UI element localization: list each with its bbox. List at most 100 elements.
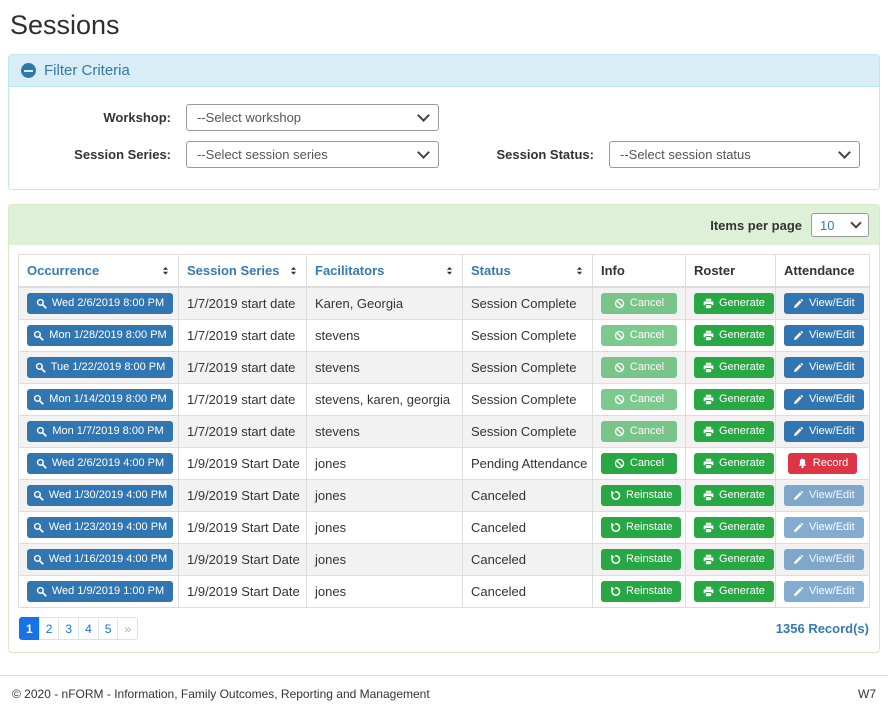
reinstate-button[interactable]: Reinstate xyxy=(601,517,682,538)
table-row: Wed 1/23/2019 4:00 PM 1/9/2019 Start Date… xyxy=(18,511,870,544)
view-edit-button[interactable]: View/Edit xyxy=(784,421,864,442)
generate-button[interactable]: Generate xyxy=(694,453,774,474)
items-per-page-value: 10 xyxy=(820,217,835,233)
table-row: Mon 1/28/2019 8:00 PM 1/7/2019 start date… xyxy=(18,319,870,352)
generate-button[interactable]: Generate xyxy=(694,517,774,538)
chevron-down-icon xyxy=(417,109,430,122)
generate-button[interactable]: Generate xyxy=(694,421,774,442)
session-series-cell: 1/7/2019 start date xyxy=(178,383,307,416)
column-header-session-series[interactable]: Session Series xyxy=(178,254,307,288)
table-row: Mon 1/7/2019 8:00 PM 1/7/2019 start date s… xyxy=(18,415,870,448)
view-edit-button[interactable]: View/Edit xyxy=(784,357,864,378)
undo-icon xyxy=(610,554,621,564)
sessions-table: Occurrence Session Series Facilitators Stat… xyxy=(18,254,870,608)
ban-icon xyxy=(614,298,625,309)
generate-button[interactable]: Generate xyxy=(694,389,774,410)
printer-icon xyxy=(703,458,714,469)
reinstate-button[interactable]: Reinstate xyxy=(601,549,682,570)
session-status-field: Session Status: --Select session status xyxy=(444,141,867,168)
session-series-cell: 1/7/2019 start date xyxy=(178,286,307,320)
footer-env: W7 xyxy=(858,687,876,701)
session-series-select[interactable]: --Select session series xyxy=(186,141,439,168)
generate-button[interactable]: Generate xyxy=(694,357,774,378)
pagination-page-5[interactable]: 5 xyxy=(97,617,119,640)
pagination-next-button[interactable]: » xyxy=(117,617,139,640)
occurrence-button[interactable]: Wed 1/23/2019 4:00 PM xyxy=(27,517,173,538)
search-icon xyxy=(33,554,44,565)
generate-button[interactable]: Generate xyxy=(694,325,774,346)
column-header-info: Info xyxy=(592,254,686,288)
occurrence-button[interactable]: Tue 1/22/2019 8:00 PM xyxy=(27,357,173,378)
pagination-page-2[interactable]: 2 xyxy=(38,617,60,640)
generate-button[interactable]: Generate xyxy=(694,549,774,570)
column-header-occurrence[interactable]: Occurrence xyxy=(18,254,179,288)
ban-icon xyxy=(614,426,625,437)
table-row: Wed 2/6/2019 8:00 PM 1/7/2019 start date K… xyxy=(18,286,870,320)
generate-button[interactable]: Generate xyxy=(694,581,774,602)
sessions-page: Sessions Filter Criteria Workshop: --Sel… xyxy=(8,10,880,653)
sessions-table-panel: Items per page 10 Occurrence Session Seri… xyxy=(8,204,880,653)
footer-copyright: © 2020 - nFORM - Information, Family Out… xyxy=(12,687,430,701)
pencil-icon xyxy=(793,426,804,437)
view-edit-button[interactable]: View/Edit xyxy=(784,325,864,346)
session-status-select[interactable]: --Select session status xyxy=(609,141,860,168)
reinstate-button[interactable]: Reinstate xyxy=(601,581,682,602)
workshop-select[interactable]: --Select workshop xyxy=(186,104,439,131)
occurrence-button[interactable]: Mon 1/14/2019 8:00 PM xyxy=(27,389,173,410)
occurrence-button[interactable]: Wed 1/9/2019 1:00 PM xyxy=(27,581,173,602)
pagination-page-1[interactable]: 1 xyxy=(19,617,40,640)
status-cell: Canceled xyxy=(462,543,593,576)
table-body: Wed 2/6/2019 8:00 PM 1/7/2019 start date K… xyxy=(18,286,870,608)
facilitators-cell: stevens xyxy=(306,415,463,448)
status-cell: Canceled xyxy=(462,575,593,608)
cancel-button[interactable]: Cancel xyxy=(601,453,677,474)
view-edit-button[interactable]: View/Edit xyxy=(784,389,864,410)
generate-button[interactable]: Generate xyxy=(694,293,774,314)
table-panel-header: Items per page 10 xyxy=(9,205,879,245)
sort-icon xyxy=(290,266,297,275)
session-series-cell: 1/9/2019 Start Date xyxy=(178,543,307,576)
occurrence-button[interactable]: Wed 1/16/2019 4:00 PM xyxy=(27,549,173,570)
pagination: 1 2 3 4 5» xyxy=(19,617,139,640)
search-icon xyxy=(36,298,47,309)
occurrence-button[interactable]: Wed 2/6/2019 8:00 PM xyxy=(27,293,173,314)
view-edit-button[interactable]: View/Edit xyxy=(784,293,864,314)
collapse-minus-icon[interactable] xyxy=(21,63,36,78)
column-header-facilitators[interactable]: Facilitators xyxy=(306,254,463,288)
pagination-page-3[interactable]: 3 xyxy=(58,617,80,640)
session-series-cell: 1/7/2019 start date xyxy=(178,415,307,448)
facilitators-cell: Karen, Georgia xyxy=(306,286,463,320)
pencil-icon xyxy=(793,490,804,501)
view-edit-button: View/Edit xyxy=(784,549,864,570)
status-cell: Pending Attendance xyxy=(462,447,593,480)
printer-icon xyxy=(703,554,714,565)
search-icon xyxy=(37,426,47,437)
cancel-button: Cancel xyxy=(601,357,677,378)
cancel-button: Cancel xyxy=(601,389,677,410)
occurrence-button[interactable]: Mon 1/7/2019 8:00 PM xyxy=(27,421,173,442)
items-per-page-select[interactable]: 10 xyxy=(811,213,869,237)
bell-icon xyxy=(798,458,806,469)
table-row: Mon 1/14/2019 8:00 PM 1/7/2019 start date… xyxy=(18,383,870,416)
reinstate-button[interactable]: Reinstate xyxy=(601,485,682,506)
generate-button[interactable]: Generate xyxy=(694,485,774,506)
status-cell: Canceled xyxy=(462,511,593,544)
printer-icon xyxy=(703,490,714,501)
table-row: Wed 2/6/2019 4:00 PM 1/9/2019 Start Date j… xyxy=(18,447,870,480)
session-series-cell: 1/7/2019 start date xyxy=(178,319,307,352)
pencil-icon xyxy=(793,554,804,565)
session-series-field: Session Series: --Select session series xyxy=(21,141,444,168)
session-status-label: Session Status: xyxy=(496,147,594,162)
filter-panel-header[interactable]: Filter Criteria xyxy=(9,55,879,87)
printer-icon xyxy=(703,330,714,341)
session-status-select-value: --Select session status xyxy=(620,147,751,162)
search-icon xyxy=(33,330,44,341)
pagination-page-4[interactable]: 4 xyxy=(78,617,99,640)
record-button[interactable]: Record xyxy=(787,453,858,474)
occurrence-button[interactable]: Wed 1/30/2019 4:00 PM xyxy=(27,485,173,506)
occurrence-button[interactable]: Wed 2/6/2019 4:00 PM xyxy=(27,453,173,474)
column-header-status[interactable]: Status xyxy=(462,254,593,288)
pencil-icon xyxy=(793,586,804,597)
occurrence-button[interactable]: Mon 1/28/2019 8:00 PM xyxy=(27,325,173,346)
table-panel-body: Occurrence Session Series Facilitators Stat… xyxy=(9,245,879,652)
